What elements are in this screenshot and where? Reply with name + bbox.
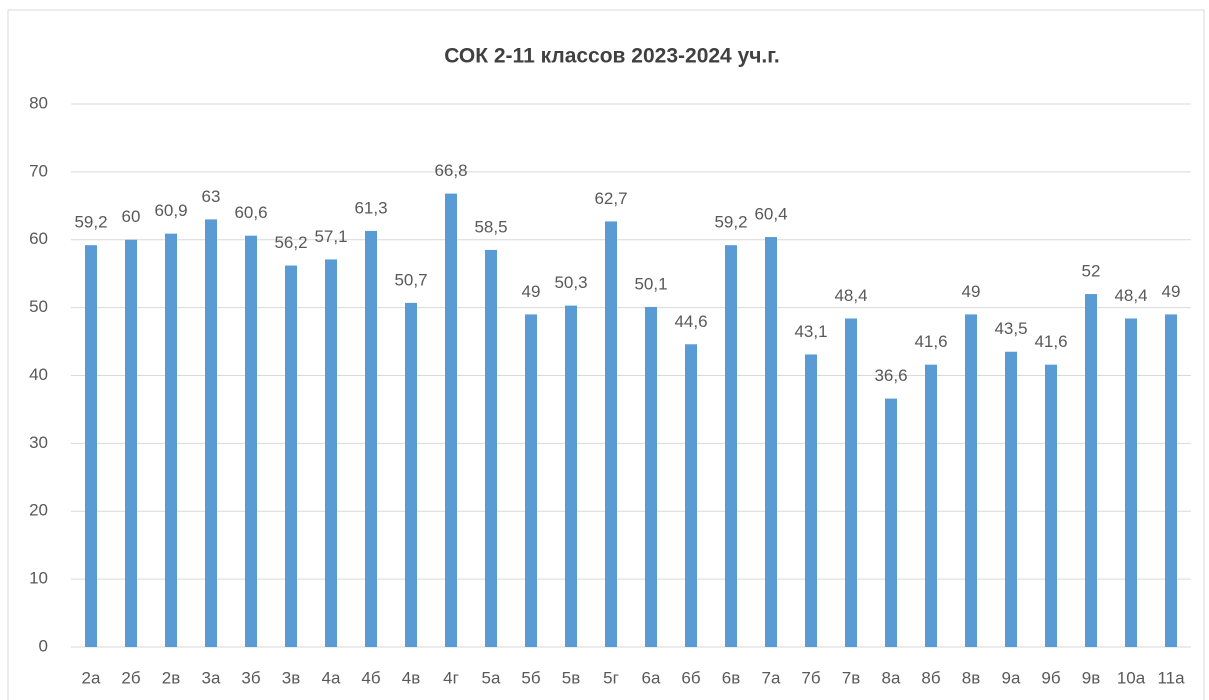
x-tick-label: 7б	[801, 668, 820, 687]
bar	[885, 398, 897, 647]
bar	[165, 233, 177, 648]
y-tick-label: 0	[39, 636, 48, 655]
value-label: 43,5	[994, 319, 1027, 338]
x-tick-label: 6в	[722, 668, 741, 687]
x-tick-label: 3б	[241, 668, 260, 687]
value-label: 44,6	[674, 312, 707, 331]
bar	[645, 306, 657, 647]
bar	[245, 235, 257, 648]
x-tick-label: 4а	[322, 668, 341, 687]
x-tick-label: 3в	[282, 668, 301, 687]
value-label: 66,8	[434, 161, 467, 180]
bar	[125, 239, 137, 647]
bar	[685, 344, 697, 647]
x-tick-label: 6б	[681, 668, 700, 687]
value-label: 58,5	[474, 217, 507, 236]
bar	[445, 193, 457, 647]
x-tick-label: 9б	[1041, 668, 1060, 687]
y-tick-label: 10	[29, 569, 48, 588]
bar	[1045, 364, 1057, 647]
x-tick-label: 5в	[562, 668, 581, 687]
value-label: 49	[522, 282, 541, 301]
x-tick-label: 6а	[642, 668, 661, 687]
bar	[205, 219, 217, 647]
x-tick-label: 4б	[361, 668, 380, 687]
value-label: 50,7	[394, 270, 427, 289]
bar	[1125, 318, 1137, 647]
value-label: 61,3	[354, 198, 387, 217]
x-tick-label: 5г	[603, 668, 619, 687]
value-label: 36,6	[874, 366, 907, 385]
bar	[605, 221, 617, 647]
x-tick-label: 2а	[82, 668, 101, 687]
x-tick-label: 8а	[882, 668, 901, 687]
value-label: 41,6	[1034, 332, 1067, 351]
value-label: 62,7	[594, 189, 627, 208]
bar	[965, 314, 977, 647]
value-label: 49	[1162, 282, 1181, 301]
bar	[365, 230, 377, 647]
x-tick-label: 10а	[1117, 668, 1146, 687]
x-tick-label: 5б	[521, 668, 540, 687]
y-tick-label: 20	[29, 501, 48, 520]
x-tick-label: 2в	[162, 668, 181, 687]
y-tick-label: 30	[29, 433, 48, 452]
x-tick-label: 3а	[202, 668, 221, 687]
value-label: 48,4	[834, 286, 867, 305]
bar	[1005, 351, 1017, 647]
bar	[485, 249, 497, 647]
bar	[525, 314, 537, 647]
value-label: 43,1	[794, 322, 827, 341]
value-label: 60,4	[754, 205, 787, 224]
x-tick-label: 7а	[762, 668, 781, 687]
y-tick-label: 40	[29, 365, 48, 384]
bar	[1165, 314, 1177, 647]
value-label: 57,1	[314, 227, 347, 246]
bar	[565, 305, 577, 647]
x-tick-label: 8б	[921, 668, 940, 687]
value-label: 49	[962, 282, 981, 301]
y-tick-label: 70	[29, 161, 48, 180]
chart-border	[7, 9, 1205, 700]
bar	[925, 364, 937, 647]
value-label: 41,6	[914, 332, 947, 351]
value-label: 50,1	[634, 274, 667, 293]
value-label: 63	[202, 187, 221, 206]
y-tick-label: 80	[29, 93, 48, 112]
y-tick-label: 60	[29, 229, 48, 248]
chart-title: СОК 2-11 классов 2023-2024 уч.г.	[444, 45, 780, 68]
bar	[1085, 294, 1097, 647]
value-label: 50,3	[554, 273, 587, 292]
bar	[405, 302, 417, 647]
value-label: 59,2	[714, 213, 747, 232]
value-label: 52	[1082, 262, 1101, 281]
bar	[285, 265, 297, 647]
bar	[325, 259, 337, 647]
bar	[765, 237, 777, 647]
value-label: 59,2	[74, 213, 107, 232]
bar	[85, 245, 97, 647]
bar	[845, 318, 857, 647]
bar	[805, 354, 817, 647]
x-tick-label: 4в	[402, 668, 421, 687]
x-tick-label: 2б	[121, 668, 140, 687]
x-tick-label: 4г	[443, 668, 459, 687]
x-tick-label: 7в	[842, 668, 861, 687]
x-tick-label: 9а	[1002, 668, 1021, 687]
x-tick-label: 5а	[482, 668, 501, 687]
x-tick-label: 11а	[1157, 668, 1185, 687]
value-label: 48,4	[1114, 286, 1147, 305]
y-tick-label: 50	[29, 297, 48, 316]
value-label: 60,9	[154, 201, 187, 220]
value-label: 56,2	[274, 233, 307, 252]
x-tick-label: 8в	[962, 668, 981, 687]
value-label: 60	[122, 207, 141, 226]
value-label: 60,6	[234, 203, 267, 222]
x-tick-label: 9в	[1082, 668, 1101, 687]
bar	[725, 245, 737, 647]
